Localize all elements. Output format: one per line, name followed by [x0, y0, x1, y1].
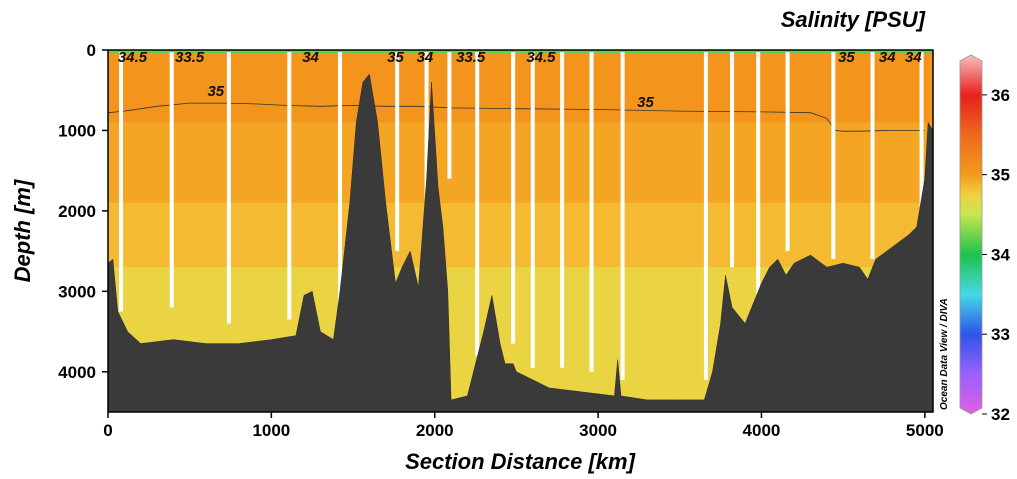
colorbar-tick-label-3: 35 [991, 166, 1010, 185]
x-tick-label-4: 4000 [743, 421, 781, 440]
colorbar: 32 33 34 35 36 [959, 54, 1010, 424]
y-tick-label-1: 1000 [58, 121, 96, 140]
colorbar-tick-label-4: 36 [991, 86, 1010, 105]
x-tick-label-0: 0 [103, 421, 112, 440]
salinity-layer-2 [108, 122, 933, 204]
y-axis: 0 1000 2000 3000 4000 [58, 41, 108, 382]
contour-label-6: 34.5 [526, 49, 556, 66]
contour-label-8: 35 [637, 94, 654, 111]
y-tick-label-4: 4000 [58, 363, 96, 382]
contour-label-2: 34 [302, 49, 319, 66]
contour-label-5: 33.5 [456, 49, 486, 66]
credit-label: Ocean Data View / DIVA [939, 298, 950, 410]
contour-label-7: 35 [207, 83, 224, 100]
y-tick-label-2: 2000 [58, 202, 96, 221]
y-axis-title: Depth [m] [10, 179, 35, 282]
colorbar-tick-label-0: 32 [991, 405, 1010, 424]
x-axis-title: Section Distance [km] [405, 449, 636, 474]
contour-label-1: 33.5 [175, 49, 205, 66]
plot-frame [107, 49, 934, 413]
chart-title: Salinity [PSU] [781, 7, 926, 32]
contour-label-4: 34 [417, 49, 434, 66]
colorbar-bar [959, 54, 983, 415]
contour-label-11: 34 [905, 49, 922, 66]
x-tick-label-3: 3000 [579, 421, 617, 440]
y-tick-label-0: 0 [87, 41, 96, 60]
x-tick-label-5: 5000 [906, 421, 944, 440]
x-tick-label-1: 1000 [252, 421, 290, 440]
colorbar-tick-label-1: 33 [991, 325, 1010, 344]
plot-area: 34.5 33.5 34 35 34 33.5 34.5 35 35 35 34 34 [108, 49, 933, 412]
salinity-layer-1 [108, 53, 933, 123]
salinity-layer-3 [108, 202, 933, 268]
salinity-layer-0 [108, 50, 933, 54]
contour-label-0: 34.5 [118, 49, 148, 66]
x-axis: 0 1000 2000 3000 4000 5000 [103, 412, 944, 440]
contour-label-3: 35 [387, 49, 404, 66]
colorbar-tick-label-2: 34 [991, 245, 1010, 264]
contour-label-9: 35 [838, 49, 855, 66]
contour-label-10: 34 [879, 49, 896, 66]
x-tick-label-2: 2000 [416, 421, 454, 440]
y-tick-label-3: 3000 [58, 282, 96, 301]
bathymetry [108, 73, 933, 412]
